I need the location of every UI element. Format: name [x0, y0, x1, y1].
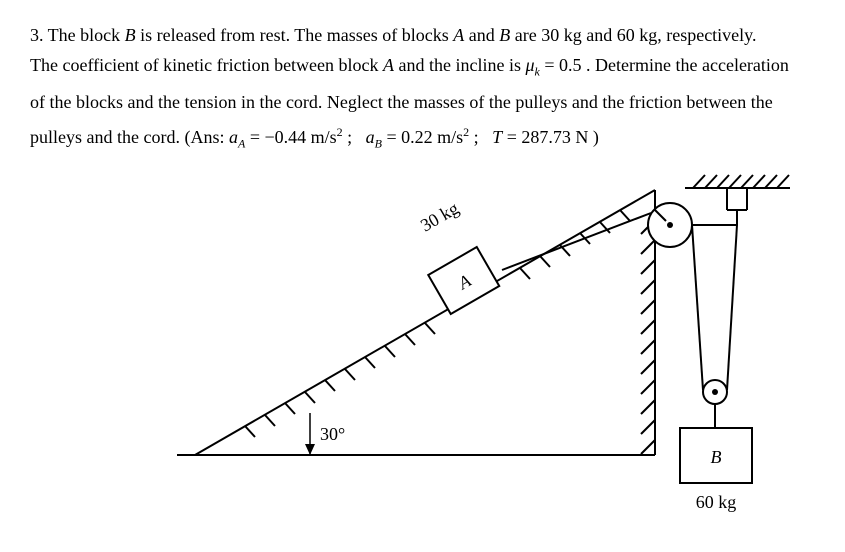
- mass-b-label: 60 kg: [696, 492, 737, 512]
- figure-svg: 30° A 30 kg: [175, 170, 795, 540]
- text-frag: and the incline is: [399, 55, 521, 75]
- T-val: = 287.73 N ): [507, 127, 599, 147]
- figure: 30° A 30 kg: [175, 170, 795, 540]
- text-frag: and: [469, 25, 495, 45]
- block-b-ref2: B: [499, 25, 510, 45]
- block-b-ref: B: [125, 25, 136, 45]
- T-sym: T: [492, 127, 502, 147]
- angle-indicator: 30°: [305, 413, 345, 455]
- aB-sub: B: [375, 136, 382, 150]
- cord-left-strand: [692, 225, 703, 390]
- cord-right-strand: [727, 225, 737, 390]
- mu-val: = 0.5 . Determine the acceleration: [544, 55, 789, 75]
- sep2: ;: [474, 127, 479, 147]
- sq1: 2: [337, 125, 343, 139]
- aA-val: = −0.44 m/s: [250, 127, 337, 147]
- problem-statement: 3. The block B is released from rest. Th…: [30, 20, 815, 158]
- movable-pulley: [703, 380, 727, 404]
- text-frag: The coefficient of kinetic friction betw…: [30, 55, 379, 75]
- cord-a-to-pulley: [502, 213, 651, 270]
- text-frag: are 30 kg and 60 kg, respectively.: [515, 25, 757, 45]
- sep1: ;: [347, 127, 352, 147]
- mass-a-label: 30 kg: [417, 198, 462, 236]
- text-frag: pulleys and the cord. (Ans:: [30, 127, 224, 147]
- block-a: A: [428, 247, 499, 314]
- block-b: B: [680, 428, 752, 483]
- vertical-hatch: [641, 220, 655, 454]
- angle-label: 30°: [320, 424, 345, 444]
- problem-number: 3.: [30, 25, 44, 45]
- aA-sym: a: [229, 127, 238, 147]
- text-frag: of the blocks and the tension in the cor…: [30, 92, 773, 112]
- text-frag: is released from rest. The masses of blo…: [140, 25, 449, 45]
- incline-pulley: [648, 203, 692, 247]
- block-a-ref: A: [453, 25, 464, 45]
- mu-sub: k: [535, 65, 540, 79]
- aB-val: = 0.22 m/s: [386, 127, 463, 147]
- mu-symbol: μ: [526, 55, 535, 75]
- aB-sym: a: [366, 127, 375, 147]
- block-b-label: B: [711, 447, 722, 467]
- sq2: 2: [463, 125, 469, 139]
- block-a-ref2: A: [383, 55, 394, 75]
- ceiling: [685, 175, 790, 188]
- aA-sub: A: [238, 136, 245, 150]
